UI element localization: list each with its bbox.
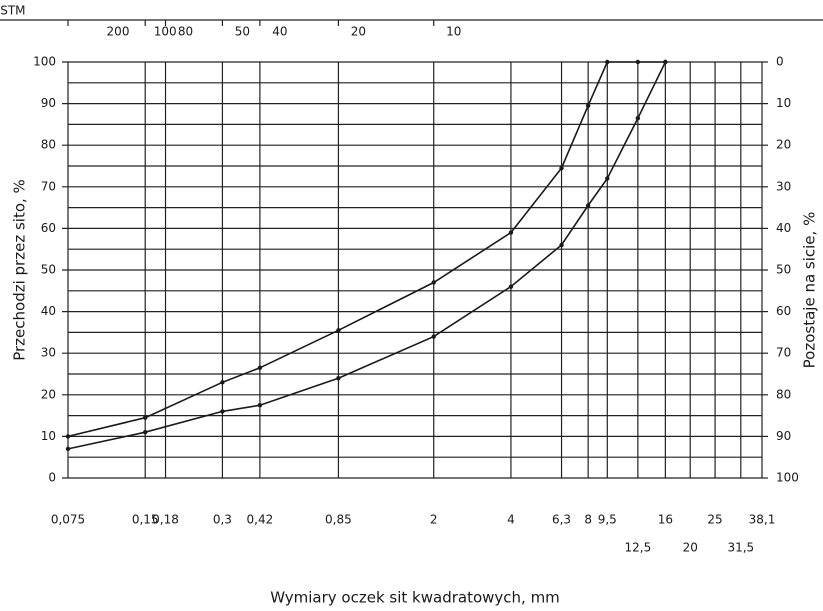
y-tick-label: 100	[33, 55, 56, 69]
top-tick-label: 100	[154, 25, 177, 39]
data-point	[65, 446, 71, 452]
y-tick-label: 30	[41, 346, 56, 360]
x-tick-label: 0,42	[247, 513, 274, 527]
y-tick-label: 20	[41, 387, 56, 401]
data-point	[257, 365, 263, 370]
data-point	[508, 230, 514, 235]
data-point	[220, 380, 225, 385]
grading-curve	[67, 61, 666, 438]
data-point	[585, 103, 591, 108]
data-point	[257, 403, 263, 408]
data-point	[585, 203, 591, 208]
data-point	[220, 409, 225, 414]
top-tick-label: 200	[107, 25, 130, 39]
data-point	[143, 430, 148, 435]
y-tick-label: 40	[41, 304, 56, 318]
data-point	[143, 415, 148, 420]
x-tick-label: 25	[707, 513, 722, 527]
y-tick-label: 10	[41, 429, 56, 443]
data-point	[605, 176, 610, 181]
y2-axis-title: Pozostaje na sicie, %	[801, 212, 819, 369]
y-tick-label: 50	[41, 263, 56, 277]
x-tick-label: 2	[430, 513, 438, 527]
y-tick-label: 0	[48, 471, 56, 485]
data-point	[663, 59, 668, 65]
grading-curve	[67, 61, 667, 450]
x-tick-label: 6,3	[552, 513, 571, 527]
y2-tick-label: 70	[776, 346, 791, 360]
data-point	[635, 59, 641, 65]
data-point	[559, 165, 564, 171]
y2-tick-label: 0	[776, 55, 784, 69]
x-tick-label: 9,5	[598, 513, 617, 527]
x-tick-label: 20	[683, 541, 698, 555]
x-tick-label: 12,5	[625, 541, 652, 555]
data-point	[559, 242, 564, 248]
data-point	[431, 280, 436, 285]
top-axis-label: ASTM	[0, 4, 26, 18]
y2-tick-label: 10	[776, 96, 791, 110]
x-tick-label: 38,1	[749, 513, 776, 527]
top-tick-label: 20	[351, 25, 366, 39]
data-point	[336, 328, 341, 333]
top-tick-label: 10	[446, 25, 461, 39]
y2-tick-label: 80	[776, 387, 791, 401]
x-tick-label: 0,18	[152, 513, 179, 527]
top-tick-label: 50	[235, 25, 250, 39]
x-tick-label: 16	[658, 513, 673, 527]
y2-tick-label: 60	[776, 304, 791, 318]
data-point	[65, 434, 71, 439]
data-point	[635, 115, 641, 121]
x-tick-label: 0,3	[213, 513, 232, 527]
data-point	[605, 59, 610, 65]
y2-tick-label: 30	[776, 179, 791, 193]
top-tick-label: 40	[272, 25, 287, 39]
y-axis-title: Przechodzi przez sito, %	[11, 179, 29, 361]
y-tick-label: 60	[41, 221, 56, 235]
x-tick-label: 4	[507, 513, 515, 527]
y2-tick-label: 100	[776, 471, 799, 485]
data-point	[508, 284, 514, 289]
y-tick-label: 70	[41, 179, 56, 193]
x-tick-label: 8	[584, 513, 592, 527]
y2-tick-label: 50	[776, 263, 791, 277]
y2-tick-label: 20	[776, 138, 791, 152]
y-tick-label: 80	[41, 138, 56, 152]
y2-tick-label: 40	[776, 221, 791, 235]
x-tick-label: 31,5	[727, 541, 754, 555]
x-tick-label: 0,075	[51, 513, 85, 527]
y2-tick-label: 90	[776, 429, 791, 443]
y-tick-label: 90	[41, 96, 56, 110]
x-tick-label: 0,85	[325, 513, 352, 527]
data-point	[336, 375, 341, 381]
top-tick-label: 80	[178, 25, 193, 39]
x-tick-label: 0,15	[132, 513, 159, 527]
x-axis-title: Wymiary oczek sit kwadratowych, mm	[270, 589, 560, 607]
data-point	[431, 334, 436, 339]
